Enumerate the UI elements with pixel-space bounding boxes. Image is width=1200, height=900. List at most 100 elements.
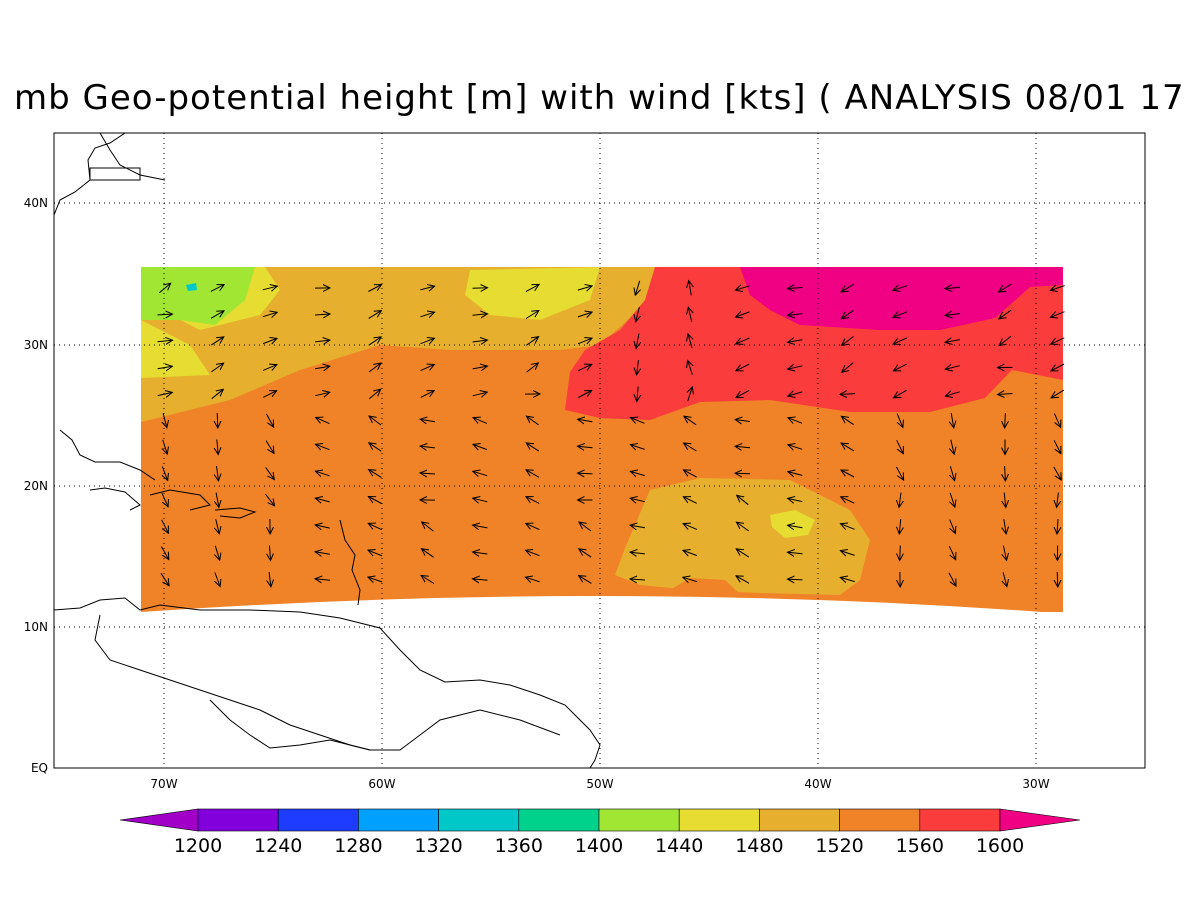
- coastlines: [54, 133, 601, 768]
- wind-arrow: [788, 392, 803, 396]
- us-border-box: [89, 167, 141, 181]
- wind-arrow: [473, 525, 488, 528]
- colorbar-swatch: [518, 808, 600, 832]
- wind-arrow: [262, 338, 277, 343]
- wind-arrow: [472, 314, 488, 315]
- wind-arrow: [945, 392, 960, 396]
- wind-arrow: [210, 337, 224, 346]
- wind-arrow: [1057, 492, 1059, 508]
- wind-arrow: [577, 286, 592, 290]
- wind-arrow: [526, 523, 540, 531]
- colorbar-label: 1200: [174, 835, 222, 857]
- wind-arrow: [683, 470, 697, 478]
- lat-label: 20N: [24, 479, 48, 493]
- wind-arrow: [262, 312, 277, 316]
- wind-arrow: [735, 473, 751, 474]
- wind-arrow: [637, 360, 639, 375]
- colorbar-swatch: [197, 808, 279, 832]
- colorbar-swatch: [839, 808, 921, 832]
- wind-arrow: [420, 286, 434, 290]
- wind-arrow: [526, 550, 540, 555]
- lat-label: 30N: [24, 338, 48, 352]
- wind-arrow: [369, 443, 382, 452]
- wind-arrow: [951, 413, 954, 428]
- wind-arrow: [1053, 466, 1062, 480]
- wind-arrow: [578, 473, 593, 474]
- colorbar-label: 1280: [334, 835, 382, 857]
- wind-arrow: [368, 389, 380, 400]
- wind-arrow: [841, 443, 855, 452]
- colorbar: 1200 1240 1280 1320 1360 1400 1440 1480 1520 1560…: [119, 808, 1081, 857]
- wind-arrow: [951, 439, 954, 455]
- wind-arrow: [526, 416, 539, 426]
- wind-arrow: [265, 413, 273, 427]
- wind-arrow: [736, 312, 750, 317]
- wind-arrow: [635, 280, 639, 295]
- wind-arrow: [315, 579, 331, 581]
- wind-arrow: [526, 337, 538, 346]
- wind-arrow: [473, 418, 488, 424]
- wind-arrow: [421, 549, 434, 558]
- wind-arrow: [893, 312, 908, 317]
- wind-arrow: [217, 412, 218, 428]
- wind-arrow: [472, 288, 488, 289]
- wind-arrow: [1004, 492, 1006, 508]
- wind-arrow: [1057, 571, 1058, 587]
- lon-label: 60W: [368, 777, 395, 791]
- north-america-coast: [54, 133, 166, 216]
- wind-arrow: [841, 470, 855, 478]
- lon-label: 70W: [150, 777, 177, 791]
- wind-arrow: [840, 577, 855, 581]
- wind-arrow: [788, 314, 803, 316]
- wind-arrow: [688, 307, 691, 322]
- wind-arrow: [736, 549, 750, 558]
- wind-arrow: [211, 363, 223, 373]
- wind-arrow: [420, 364, 435, 372]
- wind-arrow: [265, 467, 275, 479]
- longitude-labels: 70W 60W 50W 40W 30W: [150, 777, 1049, 791]
- height-field: [141, 267, 1063, 612]
- wind-arrow: [636, 333, 639, 349]
- wind-arrow: [315, 340, 330, 342]
- wind-arrow: [578, 446, 593, 448]
- wind-arrow: [683, 550, 698, 555]
- south-america-inland: [94, 614, 561, 751]
- wind-arrow: [684, 443, 697, 452]
- wind-arrow: [788, 525, 803, 527]
- wind-arrow: [630, 579, 646, 580]
- wind-arrow: [896, 440, 904, 453]
- wind-arrow: [840, 394, 856, 395]
- wind-arrow: [579, 549, 592, 558]
- wind-arrow: [998, 394, 1013, 395]
- wind-arrow: [630, 525, 645, 528]
- wind-arrow: [525, 311, 539, 319]
- wind-arrow: [368, 577, 383, 582]
- colorbar-swatch: [759, 808, 840, 832]
- wind-arrow: [948, 545, 955, 560]
- wind-arrow: [579, 576, 592, 584]
- wind-arrow: [950, 492, 955, 507]
- wind-arrow: [157, 340, 173, 342]
- colorbar-swatch: [598, 808, 680, 832]
- colorbar-label: 1520: [815, 835, 863, 857]
- wind-arrow: [420, 312, 434, 317]
- wind-arrow: [422, 522, 434, 532]
- wind-arrow: [473, 579, 488, 580]
- wind-arrow: [683, 524, 698, 530]
- wind-arrow: [316, 417, 330, 425]
- wind-arrow: [840, 551, 855, 556]
- field-1440: [141, 267, 255, 325]
- wind-arrow: [948, 572, 956, 586]
- wind-arrow: [1053, 413, 1060, 428]
- plot-frame: [53, 132, 1146, 769]
- wind-arrow: [368, 497, 382, 504]
- wind-arrow: [217, 439, 218, 455]
- wind-arrow: [368, 337, 381, 346]
- wind-arrow: [577, 312, 592, 317]
- wind-arrow: [421, 576, 435, 584]
- wind-arrow: [262, 286, 278, 290]
- wind-arrow: [900, 545, 901, 561]
- wind-arrow: [841, 283, 855, 292]
- colorbar-label: 1440: [655, 835, 703, 857]
- wind-arrow: [473, 444, 488, 449]
